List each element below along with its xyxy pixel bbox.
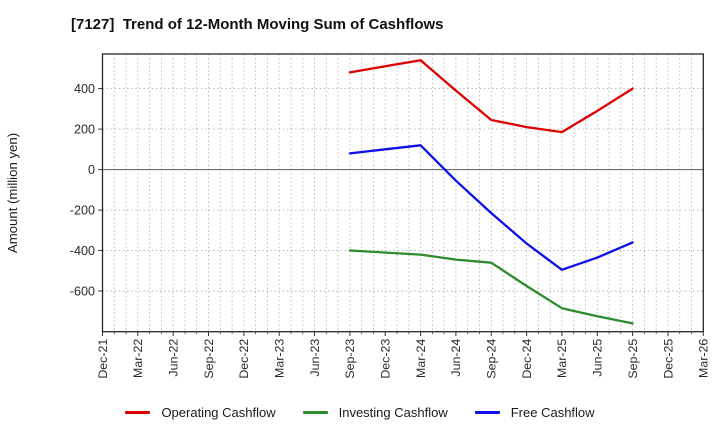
x-tick-label: Dec-23 (379, 339, 393, 379)
legend-label: Investing Cashflow (338, 405, 448, 420)
x-axis-ticks: Dec-21 Mar-22 Jun-22 Sep-22 Dec-22 Mar-23 Jun-… (96, 331, 711, 379)
y-tick-label: 400 (74, 82, 95, 96)
y-tick-label: -600 (70, 284, 95, 298)
x-tick-label: Jun-25 (591, 339, 605, 377)
x-tick-label: Sep-23 (343, 339, 357, 379)
vertical-gridlines (113, 54, 692, 332)
legend-item-operating-cashflow: Operating Cashflow (125, 405, 276, 420)
legend-label: Free Cashflow (510, 405, 595, 420)
horizontal-gridlines (102, 88, 704, 292)
x-tick-label: Mar-24 (414, 339, 428, 378)
line-investing-cashflow (348, 249, 634, 325)
series-lines (348, 59, 634, 325)
legend-line-swatch (474, 410, 500, 415)
x-tick-label: Mar-26 (697, 339, 711, 378)
x-tick-label: Jun-22 (167, 339, 181, 377)
legend-item-investing-cashflow: Investing Cashflow (302, 405, 448, 420)
x-tick-label: Sep-22 (202, 339, 216, 379)
y-tick-label: -200 (70, 204, 95, 218)
y-tick-label: -400 (70, 244, 95, 258)
plot-border (101, 53, 704, 333)
line-free-cashflow (348, 144, 634, 271)
y-axis-ticks: 400 200 0 -200 -400 -600 (70, 82, 103, 298)
chart-title: [7127] Trend of 12-Month Moving Sum of C… (71, 16, 444, 33)
x-tick-label: Mar-23 (273, 339, 287, 378)
x-tick-label: Dec-24 (520, 339, 534, 379)
legend-item-free-cashflow: Free Cashflow (474, 405, 595, 420)
legend-label: Operating Cashflow (161, 405, 276, 420)
x-tick-label: Dec-21 (96, 339, 110, 379)
y-tick-label: 0 (88, 163, 95, 177)
legend-line-swatch (302, 410, 328, 415)
x-tick-label: Sep-24 (485, 339, 499, 379)
x-tick-label: Dec-25 (661, 339, 675, 379)
x-tick-label: Mar-22 (131, 339, 145, 378)
x-tick-label: Mar-25 (555, 339, 569, 378)
line-operating-cashflow (348, 59, 634, 134)
y-axis-label: Amount (million yen) (5, 133, 20, 253)
legend-line-swatch (125, 410, 151, 415)
y-tick-label: 200 (74, 123, 95, 137)
legend: Operating Cashflow Investing Cashflow Free… (0, 405, 720, 420)
x-tick-label: Jun-23 (308, 339, 322, 377)
x-tick-label: Dec-22 (237, 339, 251, 379)
x-tick-label: Jun-24 (449, 339, 463, 377)
x-tick-label: Sep-25 (626, 339, 640, 379)
